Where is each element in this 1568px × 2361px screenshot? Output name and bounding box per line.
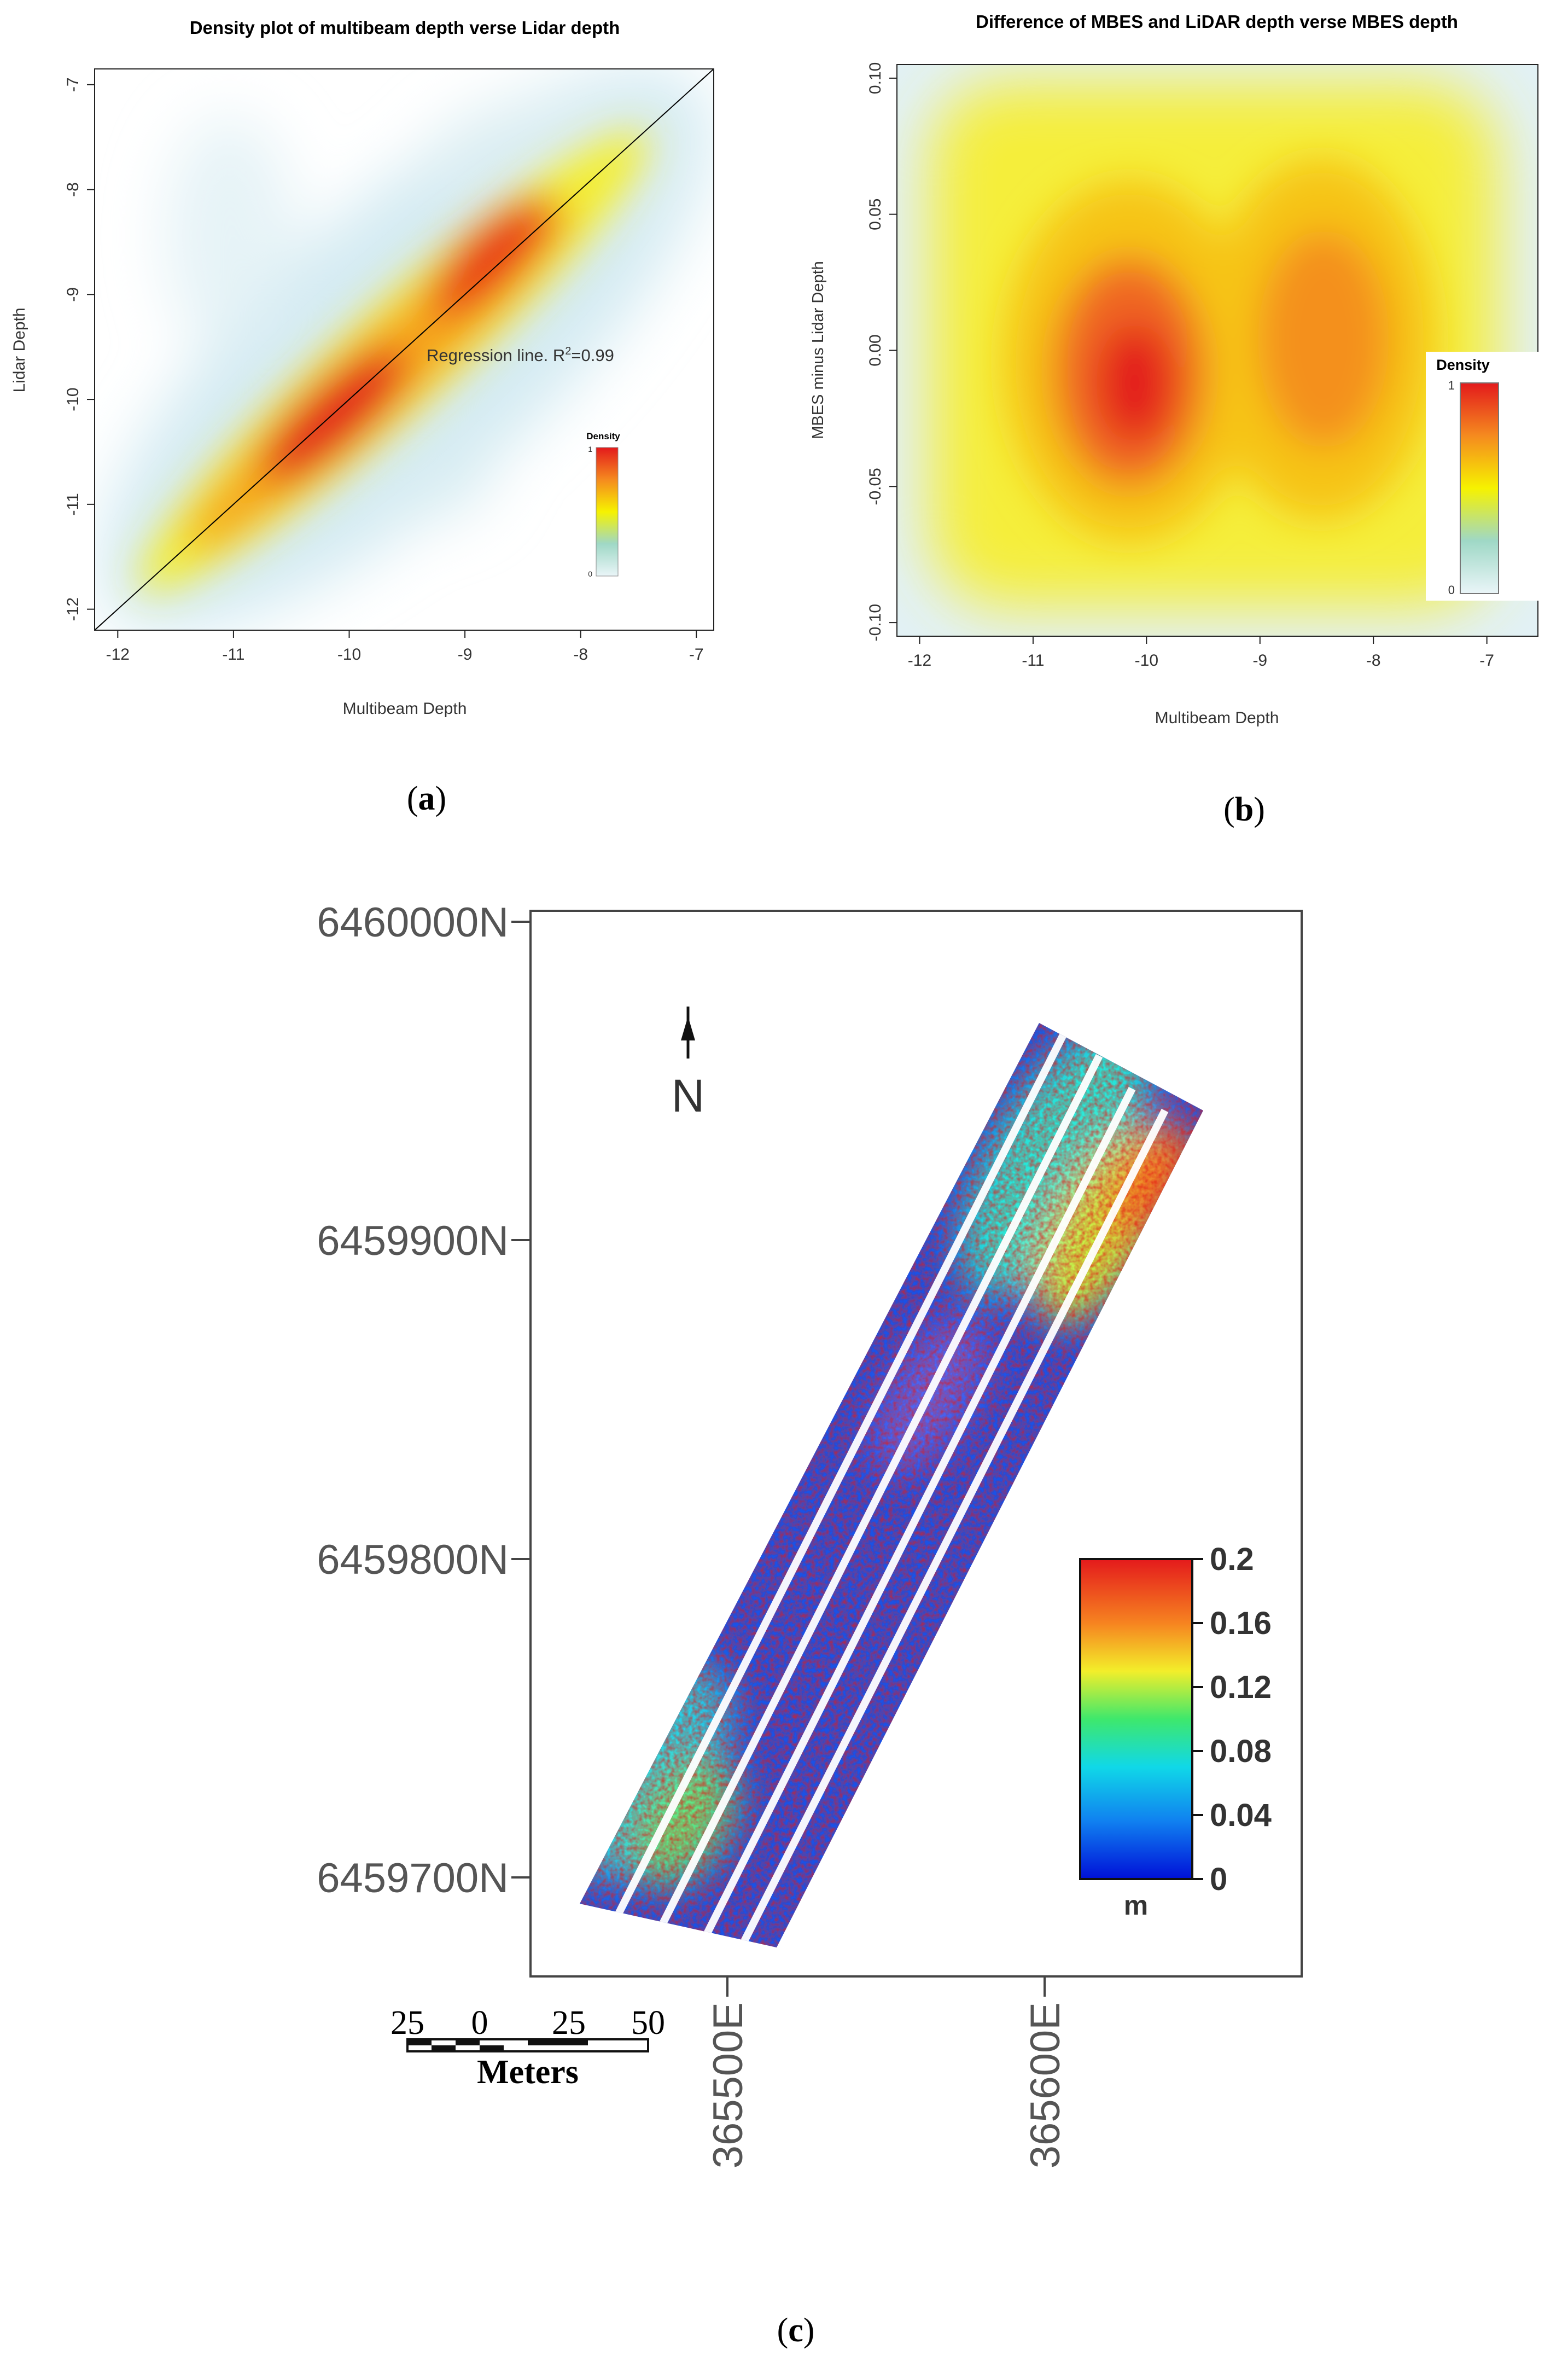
chart-b-ytick-label: 0.05 <box>866 198 884 230</box>
colorbar-tick-label: 0 <box>1210 1862 1227 1897</box>
map-colorbar: 0.2 0.16 0.12 0.08 0.04 0 m <box>1079 1542 1272 1921</box>
chart-b-xtick-label: -9 <box>1252 652 1267 670</box>
chart-a-xtick-label: -9 <box>458 646 473 664</box>
chart-a-ytick-label: -7 <box>64 77 82 92</box>
panel-c: 6460000N 6459900N 6459800N 6459700N 3655… <box>317 899 1303 2168</box>
map-colorbar-bar <box>1079 1558 1193 1880</box>
chart-a-legend: Density 1 0 <box>586 431 620 578</box>
chart-b-legend-min: 0 <box>1448 583 1455 597</box>
chart-b-density-field <box>897 65 1538 636</box>
chart-a-legend-max: 1 <box>588 445 592 453</box>
colorbar-tick-label: 0.16 <box>1210 1606 1272 1641</box>
chart-b-ytick-label: 0.00 <box>866 334 884 366</box>
easting-axis: 365500E 365600E <box>705 1976 1069 2168</box>
colorbar-tick-label: 0.08 <box>1210 1734 1272 1769</box>
north-arrow: N <box>672 1007 705 1121</box>
chart-b-xtick-label: -10 <box>1135 652 1158 670</box>
northing-label: 6460000N <box>317 899 509 946</box>
chart-a-annotation: Regression line. R2=0.99 <box>427 345 614 365</box>
north-arrow-label: N <box>672 1070 705 1121</box>
map-colorbar-unit: m <box>1124 1890 1148 1921</box>
easting-label: 365600E <box>1022 2002 1069 2168</box>
colorbar-tick-label: 0.04 <box>1210 1798 1272 1833</box>
northing-label: 6459900N <box>317 1218 509 1264</box>
chart-a-ytick-label: -8 <box>64 182 82 197</box>
chart-b-legend-bar <box>1460 382 1499 594</box>
chart-b-ytick-label: -0.05 <box>866 468 884 505</box>
northing-label: 6459700N <box>317 1855 509 1901</box>
scale-label: 25 <box>390 2004 424 2042</box>
chart-a-xtick-label: -8 <box>573 646 588 664</box>
chart-a-xlabel: Multibeam Depth <box>343 700 467 718</box>
northing-label: 6459800N <box>317 1537 509 1583</box>
caption-a: (a) <box>407 780 446 817</box>
scale-unit: Meters <box>477 2054 579 2091</box>
chart-a-ytick-label: -10 <box>64 387 82 411</box>
chart-b-xtick-label: -8 <box>1366 652 1381 670</box>
chart-b-xtick-label: -11 <box>1022 652 1044 670</box>
panel-b: Difference of MBES and LiDAR depth verse… <box>809 11 1546 727</box>
chart-b-legend-title: Density <box>1436 357 1490 373</box>
chart-b-ytick-label: -0.10 <box>866 604 884 641</box>
scale-label: 25 <box>552 2004 586 2042</box>
chart-b-ylabel: MBES minus Lidar Depth <box>809 261 827 439</box>
chart-a-plot-frame <box>94 68 714 631</box>
chart-a-regression-line <box>94 68 714 631</box>
northing-axis: 6460000N 6459900N 6459800N 6459700N <box>317 899 531 1901</box>
chart-b-title: Difference of MBES and LiDAR depth verse… <box>976 11 1458 32</box>
scale-label: 0 <box>471 2004 488 2042</box>
chart-b-legend: Density 1 0 <box>1426 352 1546 601</box>
easting-label: 365500E <box>705 2002 751 2168</box>
panel-a: Density plot of multibeam depth verse Li… <box>10 18 714 718</box>
chart-a-ylabel: Lidar Depth <box>10 307 28 392</box>
colorbar-tick-label: 0.12 <box>1210 1670 1272 1705</box>
chart-a-legend-min: 0 <box>588 569 592 578</box>
chart-b-xtick-label: -12 <box>908 652 931 670</box>
chart-a-xtick-label: -10 <box>337 646 361 664</box>
chart-b-ytick-label: 0.10 <box>866 62 884 94</box>
chart-a-xtick-label: -12 <box>106 646 130 664</box>
chart-a-density-field <box>95 69 714 630</box>
chart-a-legend-bar <box>596 447 619 577</box>
chart-b-xlabel: Multibeam Depth <box>1155 709 1279 727</box>
colorbar-tick-label: 0.2 <box>1210 1542 1254 1577</box>
scale-label: 50 <box>631 2004 665 2042</box>
chart-a-title: Density plot of multibeam depth verse Li… <box>190 18 620 38</box>
scale-bar: 25 0 25 50 Meters <box>390 2004 665 2091</box>
chart-b-xtick-label: -7 <box>1479 652 1494 670</box>
chart-a-legend-title: Density <box>586 431 620 441</box>
chart-a-ytick-label: -11 <box>64 493 82 515</box>
chart-a-xtick-label: -7 <box>689 646 704 664</box>
chart-a-xtick-label: -11 <box>222 646 244 664</box>
chart-b-legend-max: 1 <box>1448 379 1455 392</box>
chart-a-ytick-label: -9 <box>64 287 82 302</box>
caption-b: (b) <box>1223 791 1265 828</box>
caption-c: (c) <box>777 2312 815 2349</box>
chart-a-ytick-label: -12 <box>64 597 82 621</box>
